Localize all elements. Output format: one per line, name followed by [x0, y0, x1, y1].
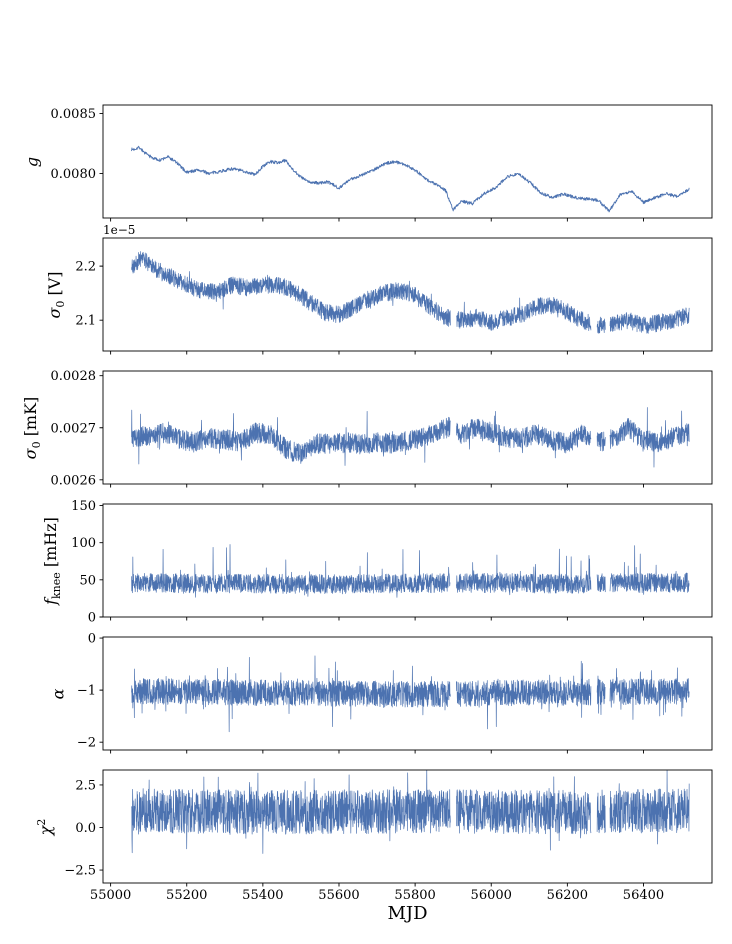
y-axis-label-f-knee: fknee [mHz] — [41, 516, 64, 605]
y-axis-label-sigma0-mk: σ0 [mK] — [20, 396, 43, 459]
y-axis-label-chi2: χ2 — [35, 818, 56, 835]
y-axis-label-sigma0-v: σ0 [V] — [45, 270, 68, 319]
y-axis-label-g: g — [22, 156, 41, 167]
y-axis-label-alpha: α — [48, 688, 68, 699]
x-axis-label: MJD — [387, 903, 428, 924]
